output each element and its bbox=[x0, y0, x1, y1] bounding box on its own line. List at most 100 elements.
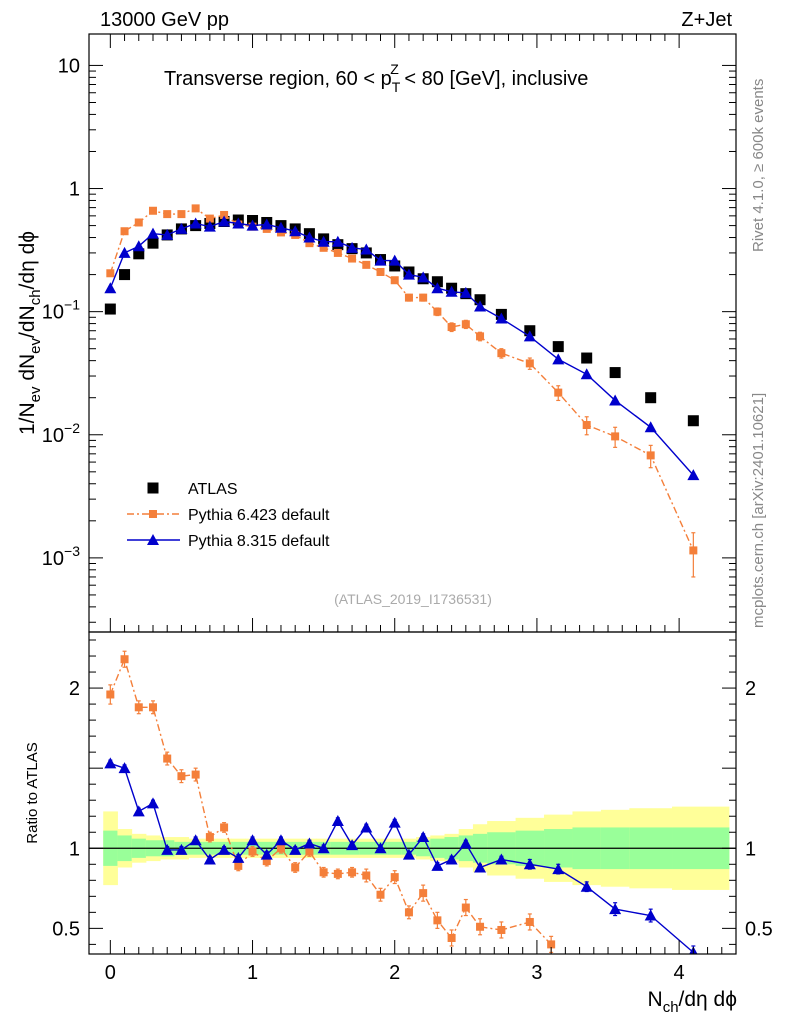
data-point bbox=[362, 260, 371, 269]
main-y-tick-label: 1 bbox=[69, 179, 80, 201]
ratio-point bbox=[346, 839, 359, 851]
data-point bbox=[525, 359, 534, 368]
ratio-line bbox=[109, 657, 552, 945]
ratio-point bbox=[402, 848, 415, 860]
data-point bbox=[474, 294, 486, 306]
ratio-point bbox=[218, 843, 231, 855]
data-point bbox=[445, 285, 458, 297]
series-line bbox=[109, 207, 694, 551]
data-point bbox=[447, 323, 456, 332]
source-label: mcplots.cern.ch [arXiv:2401.10621] bbox=[750, 393, 767, 628]
data-point bbox=[246, 219, 259, 231]
data-point bbox=[474, 300, 487, 312]
x-tick-label: 3 bbox=[531, 962, 542, 984]
data-point bbox=[317, 235, 330, 247]
ratio-point bbox=[433, 916, 442, 925]
rivet-label: Rivet 4.1.0, ≥ 600k events bbox=[750, 79, 767, 252]
data-point bbox=[376, 267, 385, 276]
main-title-sub: T bbox=[392, 79, 401, 95]
data-point bbox=[346, 241, 359, 253]
legend: ATLAS Pythia 6.423 default Pythia 8.315 de… bbox=[127, 481, 330, 550]
ratio-point bbox=[146, 797, 159, 809]
ratio-point bbox=[148, 703, 157, 712]
ratio-y-tick-label: 0.5 bbox=[52, 918, 80, 940]
data-point bbox=[431, 282, 444, 294]
ratio-point bbox=[476, 922, 485, 931]
ratio-y-tick-label-right: 1 bbox=[745, 838, 756, 860]
data-point bbox=[646, 451, 655, 460]
ratio-point bbox=[161, 843, 174, 855]
series-0 bbox=[104, 214, 699, 427]
ratio-point bbox=[276, 844, 285, 853]
x-tick-label: 2 bbox=[389, 962, 400, 984]
data-point bbox=[348, 254, 357, 263]
ratio-point bbox=[262, 857, 271, 866]
main-title-end: < 80 [GeV], inclusive bbox=[399, 68, 589, 90]
legend-marker bbox=[149, 510, 157, 518]
data-point bbox=[106, 269, 115, 278]
data-point bbox=[552, 353, 565, 365]
ratio-point bbox=[459, 837, 472, 849]
data-point bbox=[611, 432, 620, 441]
data-point bbox=[461, 320, 470, 329]
data-point bbox=[119, 269, 131, 281]
legend-marker bbox=[147, 534, 159, 545]
ratio-series-0 bbox=[106, 650, 556, 953]
legend-label: Pythia 8.315 default bbox=[188, 533, 330, 550]
ratio-point bbox=[134, 703, 143, 712]
main-title-sup: Z bbox=[390, 61, 399, 77]
tick-exp: −3 bbox=[64, 543, 80, 559]
ratio-point bbox=[203, 853, 216, 865]
ratio-point bbox=[118, 762, 131, 774]
data-point bbox=[191, 204, 200, 213]
data-point bbox=[305, 239, 314, 248]
data-point bbox=[580, 368, 593, 380]
ratio-point bbox=[175, 843, 188, 855]
data-point bbox=[419, 293, 428, 302]
tick-exp: −1 bbox=[64, 297, 80, 313]
ratio-point bbox=[644, 909, 657, 921]
data-point bbox=[554, 388, 563, 397]
ratio-point bbox=[333, 869, 342, 878]
ratio-point bbox=[260, 848, 273, 860]
ratio-point bbox=[305, 847, 314, 856]
data-point bbox=[687, 415, 699, 427]
data-point bbox=[433, 307, 442, 316]
ratio-point bbox=[189, 834, 202, 846]
ratio-panel: 0.5 0.5 1 1 2 2 0 1 2 3 4 Ratio to ATLAS Nch/dη dϕ bbox=[24, 631, 773, 1016]
ratio-point bbox=[317, 842, 330, 854]
ratio-point bbox=[445, 853, 458, 865]
ratio-point bbox=[348, 868, 357, 877]
ratio-point bbox=[552, 863, 565, 875]
data-point bbox=[132, 240, 145, 252]
main-y-tick-label: 10−3 bbox=[42, 543, 80, 570]
ratio-point bbox=[132, 805, 145, 817]
ratio-point bbox=[234, 861, 243, 870]
ratio-point bbox=[319, 868, 328, 877]
ratio-series-1 bbox=[104, 757, 698, 954]
x-tick-label: 4 bbox=[674, 962, 685, 984]
ratio-point bbox=[291, 863, 300, 872]
data-point bbox=[644, 421, 657, 433]
main-y-tick-label: 10−1 bbox=[42, 297, 80, 324]
data-point bbox=[120, 227, 129, 236]
tick-base: 10 bbox=[42, 548, 64, 570]
ratio-y-tick-label-right: 0.5 bbox=[745, 918, 773, 940]
data-point bbox=[177, 210, 186, 219]
ratio-point bbox=[163, 754, 172, 763]
data-point bbox=[459, 286, 472, 298]
data-point bbox=[104, 303, 116, 315]
data-point bbox=[118, 246, 131, 258]
ratio-point bbox=[303, 837, 316, 849]
ratio-point bbox=[120, 655, 129, 664]
data-point bbox=[203, 220, 216, 232]
data-point bbox=[609, 367, 621, 379]
ratio-point bbox=[177, 772, 186, 781]
data-point bbox=[402, 268, 415, 280]
data-point bbox=[388, 254, 401, 266]
ratio-point bbox=[220, 823, 229, 832]
x-tick-label: 1 bbox=[247, 962, 258, 984]
ratio-point bbox=[289, 843, 302, 855]
data-point bbox=[133, 248, 145, 260]
